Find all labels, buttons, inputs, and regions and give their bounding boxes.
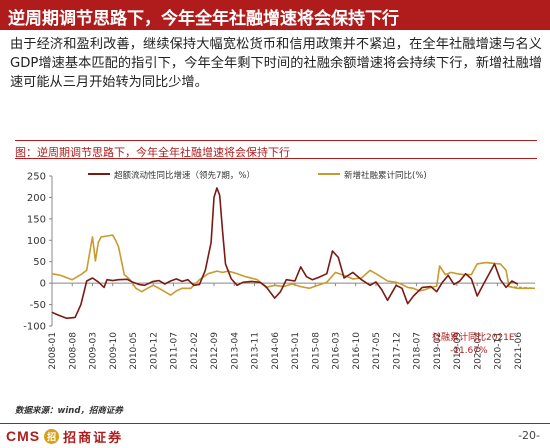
summary-text: 由于经济和盈利改善，继续保持大幅宽松货币和信用政策并不紧迫，在全年社融增速与名义… [10, 37, 542, 90]
x-tick-label: 2015-08 [311, 332, 321, 370]
x-tick-label: 2021-06 [514, 332, 524, 370]
x-tick-label: 2009-10 [109, 332, 119, 370]
x-tick-label: 2013-04 [230, 332, 240, 370]
chart-legend: 超额流动性同比增速（领先7期，%） 新增社融累计同比(%) [88, 170, 427, 181]
chart-series [51, 187, 536, 320]
logo-badge-icon: 招 [44, 428, 60, 444]
y-tick-label: 150 [27, 214, 46, 225]
x-tick-label: 2010-12 [149, 332, 159, 370]
x-tick-label: 2016-03 [332, 332, 342, 370]
y-tick-label: 100 [27, 236, 46, 247]
annotation-value: -11.67% [450, 346, 488, 356]
y-tick-label: -50 [30, 300, 46, 311]
x-tick-label: 2009-03 [89, 332, 99, 370]
y-tick-label: 250 [27, 172, 46, 183]
x-tick-label: 2016-10 [352, 332, 362, 370]
x-tick-label: 2017-12 [392, 332, 402, 370]
x-tick-label: 2020-04 [473, 332, 483, 370]
x-axis: 2008-01 2008-08 2009-03 2009-10 2010-05 2010-… [48, 283, 524, 370]
logo-company-name: 招商证券 [63, 430, 124, 446]
x-tick-label: 2012-09 [210, 332, 220, 370]
chart-annotation: 社融累计同比2021E -11.67% [432, 331, 515, 356]
footer-rule [0, 423, 550, 424]
y-tick-label: 0 [40, 279, 46, 290]
title-bar: 逆周期调节思路下，今年全年社融增速将会保持下行 [0, 0, 550, 30]
forecast-dashed-segment [508, 285, 536, 289]
annotation-label: 社融累计同比2021E [432, 331, 515, 343]
page-number: -20- [518, 429, 540, 442]
x-tick-label: 2013-11 [251, 332, 261, 370]
x-tick-label: 2019-09 [453, 332, 463, 370]
x-tick-label: 2011-07 [170, 332, 180, 370]
x-tick-label: 2018-07 [413, 332, 423, 370]
x-tick-label: 2019-02 [433, 332, 443, 370]
legend-label-series-1: 超额流动性同比增速（领先7期，%） [114, 170, 255, 181]
series-line-liquidity [51, 187, 518, 320]
figure-caption: 图：逆周期调节思路下，今年全年社融增速将会保持下行 [15, 146, 290, 159]
x-tick-label: 2015-01 [291, 332, 301, 370]
y-tick-label: -100 [23, 322, 46, 333]
x-tick-label: 2014-06 [271, 332, 281, 370]
x-tick-label: 2008-01 [48, 332, 58, 370]
x-tick-label: 2008-08 [68, 332, 78, 370]
y-tick-label: 50 [33, 257, 46, 268]
caption-top-rule [15, 140, 537, 141]
logo-text: CMS [6, 428, 41, 444]
caption-bottom-rule [15, 158, 537, 159]
x-tick-label: 2017-05 [372, 332, 382, 370]
x-tick-label: 2010-05 [129, 332, 139, 370]
series-line-social-financing [51, 234, 535, 296]
line-chart: 超额流动性同比增速（领先7期，%） 新增社融累计同比(%) 250 200 150 1… [23, 170, 536, 370]
data-source-note: 数据来源：wind，招商证券 [15, 406, 123, 416]
company-logo: CMS 招 招商证券 [6, 427, 124, 446]
page-title: 逆周期调节思路下，今年全年社融增速将会保持下行 [8, 9, 399, 29]
x-tick-label: 2012-02 [190, 332, 200, 370]
y-tick-label: 200 [27, 193, 46, 204]
x-tick-label: 2020-11 [494, 332, 504, 370]
legend-label-series-2: 新增社融累计同比(%) [344, 170, 427, 181]
y-axis: 250 200 150 100 50 0 -50 -100 [23, 172, 53, 333]
